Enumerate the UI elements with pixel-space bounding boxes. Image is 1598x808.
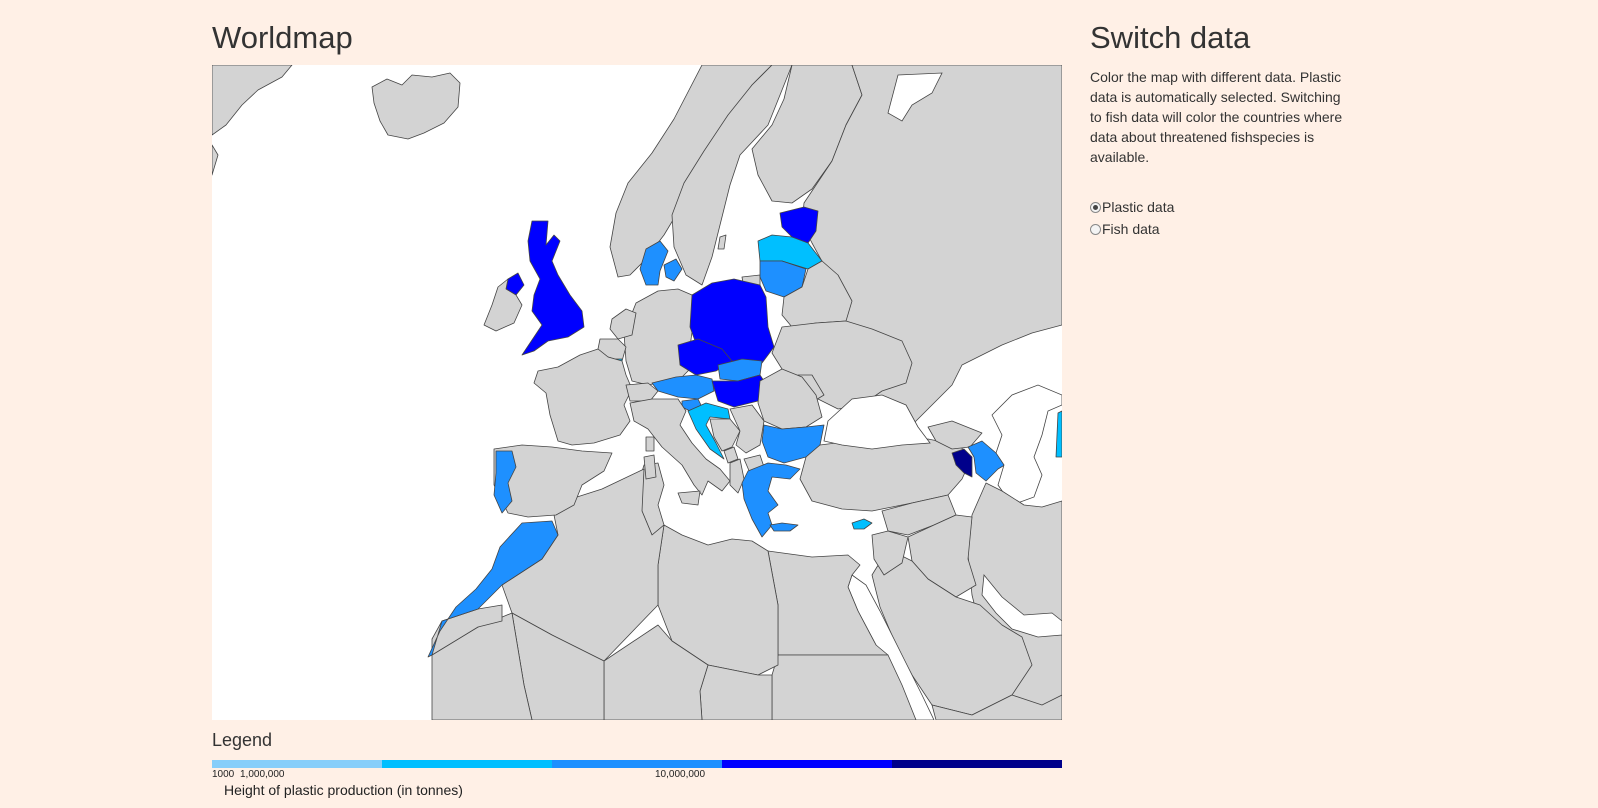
legend-caption: Height of plastic production (in tonnes)	[224, 782, 463, 798]
lake-onega	[887, 72, 943, 122]
country-denmark[interactable]	[639, 240, 669, 286]
country-switzerland[interactable]	[625, 382, 659, 402]
radio-plastic-data[interactable]: Plastic data	[1090, 199, 1174, 215]
map-title: Worldmap	[212, 20, 353, 55]
legend-tick-1000000: 1,000,000	[240, 769, 285, 780]
country-sweden[interactable]	[671, 65, 793, 286]
country-croatia[interactable]	[687, 402, 731, 460]
radio-button-fish[interactable]	[1090, 223, 1101, 235]
country-greece-crete[interactable]	[769, 522, 799, 532]
country-kazakhstan[interactable]	[1055, 410, 1062, 458]
island-gotland[interactable]	[717, 234, 727, 250]
country-cyprus[interactable]	[851, 518, 873, 530]
country-montenegro[interactable]	[723, 446, 739, 464]
legend-tick-1000: 1000	[212, 769, 235, 780]
legend-swatch-2	[382, 760, 552, 768]
country-serbia[interactable]	[729, 404, 765, 454]
legend-tick-10000000: 10,000,000	[655, 769, 706, 780]
country-germany[interactable]	[623, 288, 695, 386]
country-morocco[interactable]	[427, 520, 559, 658]
country-yemen[interactable]	[931, 694, 1062, 720]
country-romania[interactable]	[757, 368, 823, 430]
country-belarus[interactable]	[781, 260, 853, 328]
country-iceland[interactable]	[371, 72, 461, 140]
caspian-sea	[991, 384, 1062, 506]
black-sea	[823, 394, 931, 450]
country-italy[interactable]	[629, 398, 731, 496]
country-niger[interactable]	[603, 624, 709, 720]
country-greece[interactable]	[741, 462, 801, 538]
country-greenland-east[interactable]	[212, 144, 219, 176]
country-western-sahara[interactable]	[431, 604, 503, 656]
country-france[interactable]	[533, 348, 633, 446]
radio-label-fish: Fish data	[1102, 221, 1160, 237]
country-portugal[interactable]	[493, 450, 517, 514]
legend-color-bar	[212, 760, 1062, 768]
country-spain[interactable]	[493, 444, 613, 518]
switch-data-title: Switch data	[1090, 20, 1251, 55]
map-svg[interactable]	[212, 65, 1062, 720]
country-united-kingdom[interactable]	[521, 220, 585, 356]
radio-label-plastic: Plastic data	[1102, 199, 1175, 215]
country-netherlands[interactable]	[609, 308, 637, 340]
country-italy-sardinia[interactable]	[643, 454, 657, 480]
legend-swatch-1	[212, 760, 382, 768]
country-italy-sicily[interactable]	[677, 490, 701, 506]
radio-fish-data[interactable]: Fish data	[1090, 221, 1160, 237]
radio-button-plastic[interactable]	[1090, 201, 1101, 213]
country-greenland[interactable]	[212, 65, 293, 136]
switch-data-description: Color the map with different data. Plast…	[1090, 69, 1343, 165]
legend-swatch-5	[892, 760, 1062, 768]
world-map[interactable]	[212, 65, 1062, 720]
legend-swatch-3	[552, 760, 722, 768]
country-libya[interactable]	[657, 524, 779, 676]
legend-swatch-4	[722, 760, 892, 768]
country-ireland[interactable]	[483, 278, 523, 332]
country-bosnia[interactable]	[709, 418, 741, 452]
country-jordan[interactable]	[871, 530, 909, 576]
persian-gulf	[981, 573, 1062, 638]
country-saudi-arabia[interactable]	[871, 548, 1033, 716]
country-estonia[interactable]	[779, 206, 819, 244]
country-armenia[interactable]	[951, 448, 973, 478]
legend-title: Legend	[212, 730, 273, 750]
country-azerbaijan[interactable]	[967, 440, 1009, 482]
country-france-corsica[interactable]	[645, 436, 655, 452]
country-austria[interactable]	[651, 374, 715, 400]
country-iraq[interactable]	[907, 514, 977, 598]
country-denmark-zealand[interactable]	[663, 258, 683, 282]
